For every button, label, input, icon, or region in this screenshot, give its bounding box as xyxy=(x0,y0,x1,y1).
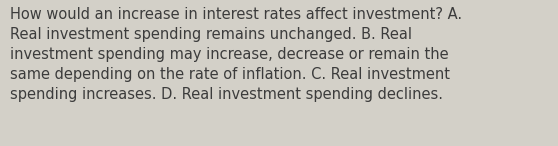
Text: How would an increase in interest rates affect investment? A.
Real investment sp: How would an increase in interest rates … xyxy=(10,7,462,102)
